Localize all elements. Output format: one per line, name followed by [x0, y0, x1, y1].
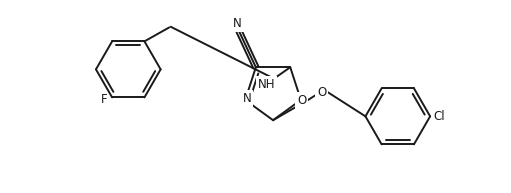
Text: O: O [297, 94, 306, 107]
Text: N: N [242, 92, 251, 105]
Text: N: N [233, 17, 242, 30]
Text: Cl: Cl [433, 110, 445, 123]
Text: NH: NH [258, 78, 275, 91]
Text: F: F [101, 93, 107, 106]
Text: O: O [317, 85, 327, 99]
